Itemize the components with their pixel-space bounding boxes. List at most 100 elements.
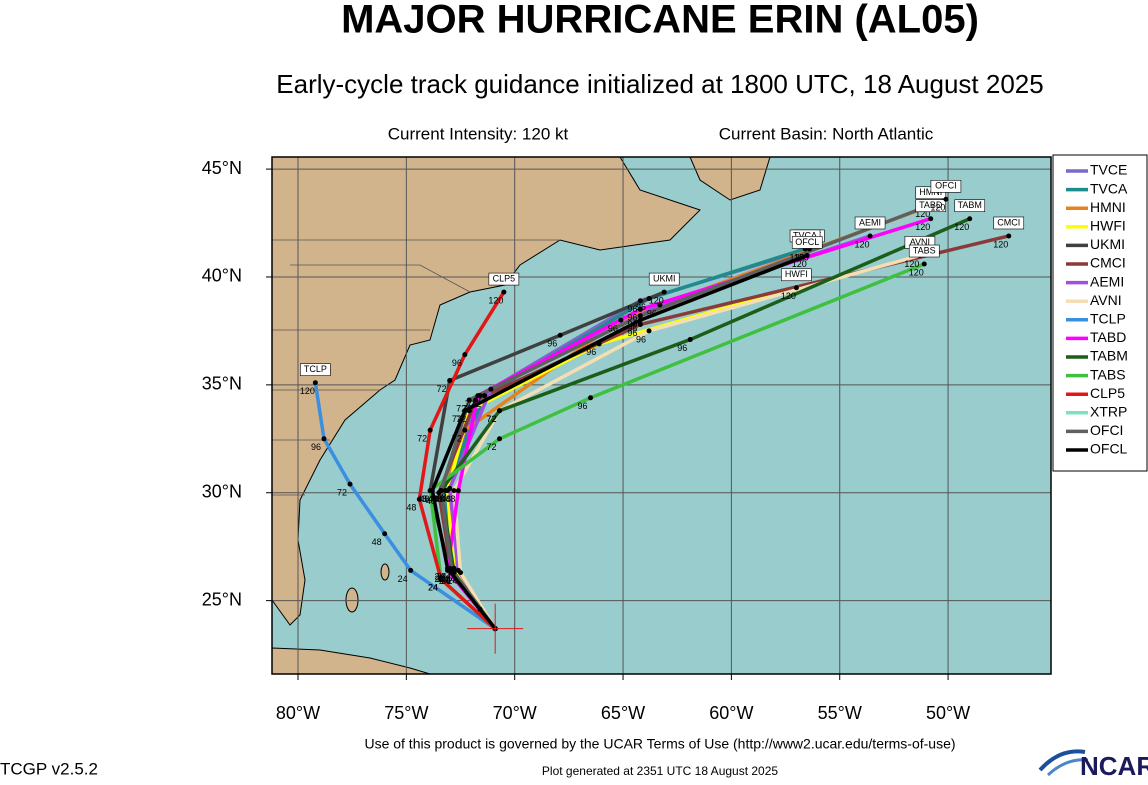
- track-tag-box: [908, 244, 940, 258]
- hour-label: 120: [915, 209, 930, 219]
- hour-label: 120: [792, 259, 807, 269]
- track-tag: AEMI: [859, 217, 881, 227]
- hour-label: 48: [445, 494, 455, 504]
- hour-label: 72: [467, 399, 477, 409]
- version: TCGP v2.5.2: [0, 759, 98, 778]
- hour-label: 96: [452, 358, 462, 368]
- track-point: [466, 397, 472, 403]
- hour-label: 48: [428, 494, 438, 504]
- track-tag: CMCI: [997, 217, 1020, 227]
- hour-label: 24: [448, 576, 458, 586]
- track-point: [473, 397, 479, 403]
- track-point: [408, 567, 414, 573]
- hour-label: 96: [636, 334, 646, 344]
- hour-label: 120: [954, 222, 969, 232]
- track-point: [481, 393, 487, 399]
- hour-label: 96: [608, 324, 618, 334]
- hour-label: 24: [437, 572, 447, 582]
- hour-label: 24: [445, 574, 455, 584]
- hour-label: 72: [478, 393, 488, 403]
- island: [380, 563, 390, 581]
- track-point: [445, 565, 451, 571]
- track-point: [488, 386, 494, 392]
- hour-label: 120: [781, 291, 796, 301]
- legend: TVCE TVCA HMNI HWFI UKMI CMCI AEMI AVNI TCLP TABD…: [1052, 154, 1148, 472]
- hour-label: 72: [463, 403, 473, 413]
- x-tick-label: 75°W: [384, 703, 428, 723]
- hour-label: 24: [428, 582, 438, 592]
- title: MAJOR HURRICANE ERIN (AL05): [341, 0, 979, 42]
- x-tick-label: 55°W: [818, 703, 862, 723]
- track-tag-box: [854, 216, 886, 230]
- hour-label: 96: [578, 401, 588, 411]
- track-point: [447, 378, 453, 384]
- track-tag: AVNI: [910, 237, 930, 247]
- track-tag: TABM: [958, 200, 982, 210]
- track-tag: HWFI: [785, 269, 808, 279]
- track-point: [921, 261, 927, 267]
- track-tag: UKMI: [653, 273, 676, 283]
- borders: [272, 239, 560, 496]
- hour-label: 120: [300, 386, 315, 396]
- track-tag-box: [488, 272, 520, 286]
- hour-label: 24: [441, 574, 451, 584]
- hour-label: 72: [471, 399, 481, 409]
- hour-label: 120: [790, 252, 805, 262]
- track-line: [452, 253, 921, 630]
- hour-label: 96: [547, 339, 557, 349]
- hour-label: 48: [441, 494, 451, 504]
- legend-label: CLP5: [1090, 385, 1125, 401]
- legend-label: HWFI: [1090, 218, 1126, 234]
- track-point: [416, 496, 422, 502]
- plot-frame: [271, 156, 1052, 675]
- track-point: [657, 302, 663, 308]
- hour-label: 96: [586, 347, 596, 357]
- hour-label: 120: [915, 222, 930, 232]
- track-point: [618, 317, 624, 323]
- hour-label: 48: [428, 494, 438, 504]
- hour-label: 24: [435, 572, 445, 582]
- hour-label: 48: [428, 494, 438, 504]
- hour-label: 120: [909, 267, 924, 277]
- track-point: [646, 296, 652, 302]
- y-tick-label: 30°N: [202, 481, 242, 501]
- legend-label: UKMI: [1090, 236, 1125, 252]
- hour-label: 96: [311, 442, 321, 452]
- subtitle: Early-cycle track guidance initialized a…: [276, 69, 1043, 99]
- track-line: [417, 291, 506, 630]
- track-tag-box: [781, 268, 812, 282]
- track-tag-box: [915, 199, 947, 213]
- track-point: [458, 570, 464, 576]
- track-point: [588, 395, 594, 401]
- track-point: [637, 298, 643, 304]
- hour-label: 48: [417, 494, 427, 504]
- track-tag-box: [954, 199, 986, 213]
- track-point: [475, 393, 481, 399]
- track-point: [462, 352, 468, 358]
- track-point: [943, 196, 949, 202]
- hour-label: 72: [437, 384, 447, 394]
- x-tick-label: 70°W: [493, 703, 537, 723]
- y-tick-label: 40°N: [202, 266, 242, 286]
- track-point: [687, 337, 693, 343]
- island: [345, 587, 359, 613]
- track-point: [462, 427, 468, 433]
- track-point: [646, 328, 652, 334]
- track-point: [451, 488, 457, 494]
- hour-label: 24: [441, 572, 451, 582]
- track-point: [438, 576, 444, 582]
- track-tag: TVCA: [793, 230, 817, 240]
- track-point: [637, 317, 643, 323]
- legend-label: TVCA: [1090, 180, 1128, 196]
- y-tick-label: 25°N: [202, 589, 242, 609]
- logo: NCAR: [1038, 749, 1148, 781]
- track-tag: OFCL: [795, 237, 819, 247]
- hour-label: 72: [487, 442, 497, 452]
- track-tag: CLP5: [493, 273, 516, 283]
- track-point: [501, 289, 507, 295]
- hour-label: 24: [441, 576, 451, 586]
- track-tag-box: [930, 179, 962, 193]
- hour-label: 120: [993, 239, 1008, 249]
- x-tick-label: 60°W: [709, 703, 753, 723]
